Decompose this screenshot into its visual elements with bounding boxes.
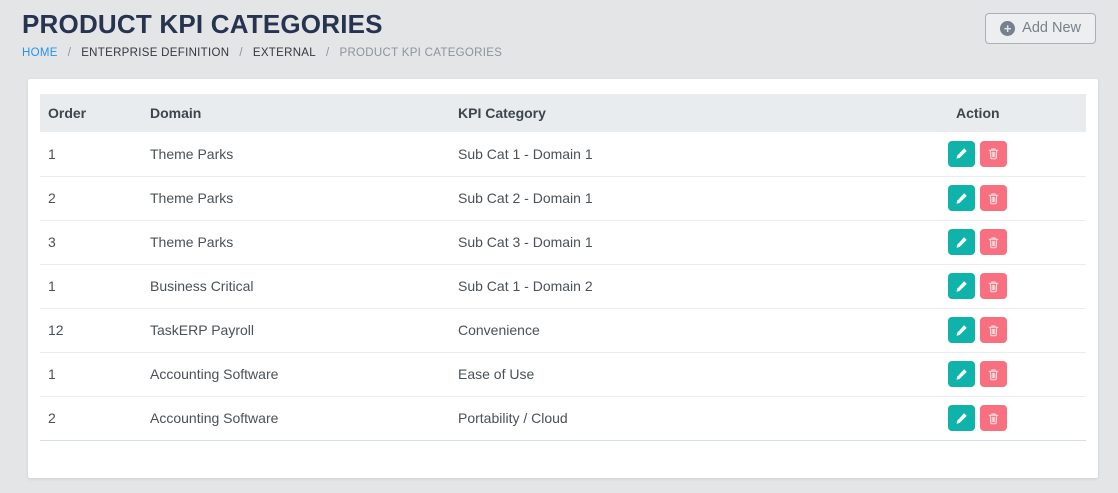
trash-icon	[987, 324, 1000, 337]
delete-button[interactable]	[980, 185, 1007, 211]
column-header-action: Action	[948, 94, 1086, 132]
kpi-category-cell: Sub Cat 1 - Domain 2	[450, 264, 948, 309]
order-cell: 1	[40, 264, 142, 309]
kpi-category-cell: Sub Cat 2 - Domain 1	[450, 176, 948, 221]
action-cell	[948, 264, 1086, 309]
action-cell	[948, 308, 1086, 353]
delete-button[interactable]	[980, 361, 1007, 387]
domain-cell: Business Critical	[142, 264, 450, 309]
action-cell	[948, 132, 1086, 177]
action-cell	[948, 220, 1086, 265]
domain-cell: Accounting Software	[142, 352, 450, 397]
page-header: PRODUCT KPI CATEGORIES HOME / ENTERPRISE…	[22, 9, 502, 59]
plus-circle-icon: +	[1000, 21, 1016, 36]
breadcrumb: HOME / ENTERPRISE DEFINITION / EXTERNAL …	[22, 47, 502, 59]
breadcrumb-separator: /	[239, 46, 243, 59]
action-cell	[948, 176, 1086, 221]
edit-button[interactable]	[948, 229, 975, 255]
add-new-button[interactable]: + Add New	[985, 13, 1096, 44]
order-cell: 1	[40, 352, 142, 397]
domain-cell: Theme Parks	[142, 132, 450, 177]
order-cell: 1	[40, 132, 142, 177]
delete-button[interactable]	[980, 229, 1007, 255]
edit-button[interactable]	[948, 185, 975, 211]
table-row: 2 Theme Parks Sub Cat 2 - Domain 1	[40, 176, 1086, 221]
edit-button[interactable]	[948, 140, 975, 167]
column-header-kpi-category: KPI Category	[450, 94, 948, 132]
kpi-category-cell: Ease of Use	[450, 352, 948, 397]
page-title: PRODUCT KPI CATEGORIES	[22, 9, 383, 39]
domain-cell: Theme Parks	[142, 176, 450, 221]
kpi-category-cell: Portability / Cloud	[450, 396, 948, 441]
order-cell: 2	[40, 176, 142, 221]
pencil-icon	[955, 412, 968, 425]
content-card: Order Domain KPI Category Action 1 Theme…	[28, 79, 1098, 478]
delete-button[interactable]	[980, 405, 1007, 431]
table-row: 1 Theme Parks Sub Cat 1 - Domain 1	[40, 132, 1086, 177]
edit-button[interactable]	[948, 361, 975, 387]
edit-button[interactable]	[948, 273, 975, 299]
breadcrumb-separator: /	[325, 46, 330, 59]
edit-button[interactable]	[948, 317, 975, 343]
pencil-icon	[955, 236, 968, 249]
breadcrumb-item-enterprise-definition[interactable]: ENTERPRISE DEFINITION	[81, 46, 230, 59]
edit-button[interactable]	[948, 405, 975, 431]
table-header-row: Order Domain KPI Category Action	[40, 94, 1086, 132]
domain-cell: Accounting Software	[142, 396, 450, 441]
add-new-label: Add New	[1022, 20, 1081, 37]
table-row: 1 Accounting Software Ease of Use	[40, 352, 1086, 397]
table-row: 2 Accounting Software Portability / Clou…	[40, 396, 1086, 441]
kpi-categories-table: Order Domain KPI Category Action 1 Theme…	[40, 94, 1086, 441]
order-cell: 3	[40, 220, 142, 265]
delete-button[interactable]	[980, 317, 1007, 343]
column-header-order: Order	[40, 94, 142, 132]
trash-icon	[987, 236, 1000, 249]
domain-cell: TaskERP Payroll	[142, 308, 450, 353]
table-row: 12 TaskERP Payroll Convenience	[40, 308, 1086, 353]
table-row: 3 Theme Parks Sub Cat 3 - Domain 1	[40, 220, 1086, 265]
breadcrumb-item-home[interactable]: HOME	[22, 46, 58, 59]
pencil-icon	[955, 280, 968, 293]
trash-icon	[987, 192, 1000, 205]
breadcrumb-item-current: PRODUCT KPI CATEGORIES	[339, 46, 503, 59]
order-cell: 2	[40, 396, 142, 441]
delete-button[interactable]	[980, 140, 1007, 167]
kpi-category-cell: Sub Cat 1 - Domain 1	[450, 132, 948, 177]
delete-button[interactable]	[980, 273, 1007, 299]
table-row: 1 Business Critical Sub Cat 1 - Domain 2	[40, 264, 1086, 309]
trash-icon	[987, 280, 1000, 293]
trash-icon	[987, 368, 1000, 381]
breadcrumb-separator: /	[67, 46, 72, 59]
order-cell: 12	[40, 308, 142, 353]
pencil-icon	[955, 324, 968, 337]
domain-cell: Theme Parks	[142, 220, 450, 265]
kpi-category-cell: Convenience	[450, 308, 948, 353]
pencil-icon	[955, 368, 968, 381]
pencil-icon	[955, 192, 968, 205]
trash-icon	[987, 147, 1000, 160]
breadcrumb-item-external[interactable]: EXTERNAL	[252, 46, 316, 59]
pencil-icon	[955, 147, 968, 160]
kpi-category-cell: Sub Cat 3 - Domain 1	[450, 220, 948, 265]
trash-icon	[987, 412, 1000, 425]
action-cell	[948, 396, 1086, 441]
action-cell	[948, 352, 1086, 397]
column-header-domain: Domain	[142, 94, 450, 132]
